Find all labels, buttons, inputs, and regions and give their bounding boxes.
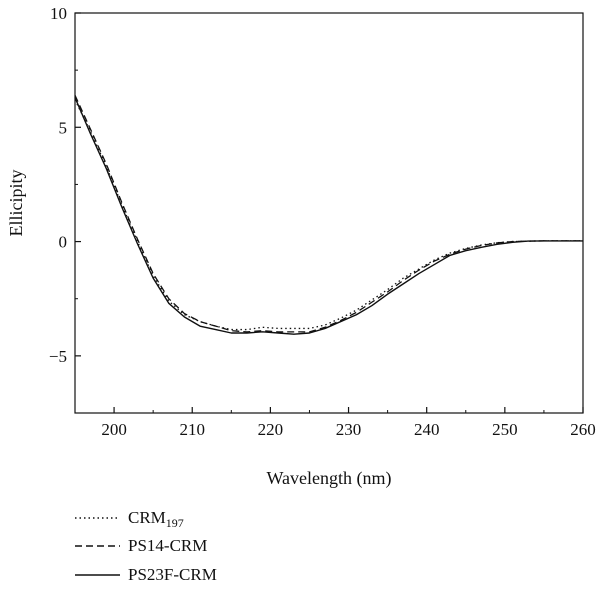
x-tick-label: 230: [336, 420, 362, 439]
plot-frame: [74, 12, 584, 414]
y-tick-label: −5: [49, 347, 67, 366]
x-tick-label: 250: [492, 420, 518, 439]
legend-label: PS14-CRM: [128, 536, 207, 555]
x-axis-title: Wavelength (nm): [266, 468, 391, 489]
series-line-crm: [74, 99, 583, 331]
series-line-ps23f-crm: [74, 97, 583, 335]
x-tick-label: 210: [179, 420, 205, 439]
y-tick-label: 0: [59, 233, 68, 252]
x-tick-label: 200: [101, 420, 127, 439]
legend-label: PS23F-CRM: [128, 565, 217, 584]
legend: CRM197 PS14-CRM PS23F-CRM: [75, 508, 217, 584]
x-tick-label: 240: [414, 420, 440, 439]
x-tick-label: 220: [258, 420, 284, 439]
series-line-ps14-crm: [74, 95, 583, 333]
y-tick-label: 5: [59, 118, 68, 137]
y-tick-label: 10: [50, 4, 67, 23]
legend-label: CRM197: [128, 508, 184, 530]
x-tick-label: 260: [570, 420, 596, 439]
y-axis-title: Ellicipity: [6, 170, 26, 237]
